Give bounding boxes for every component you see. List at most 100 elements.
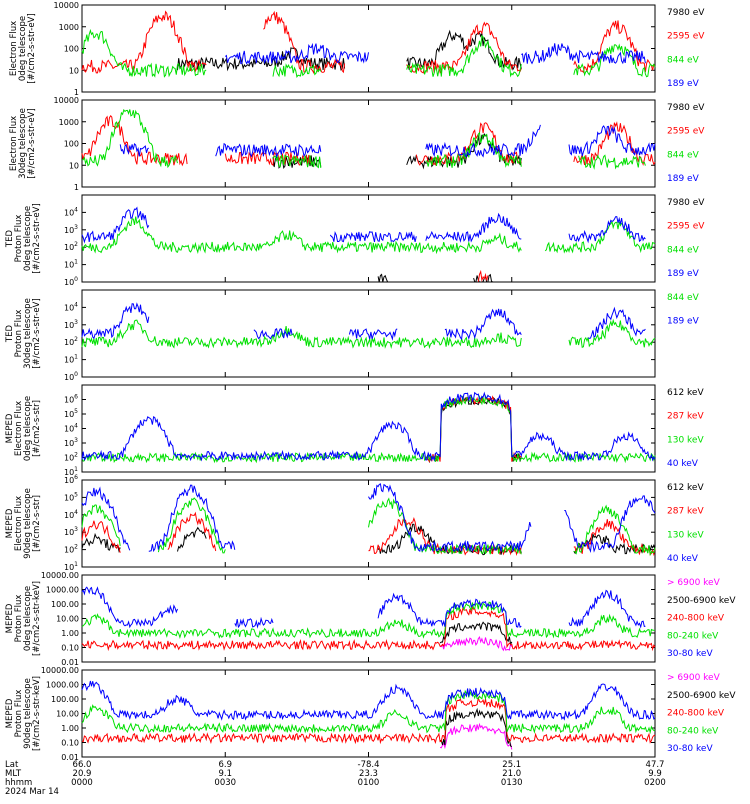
ylabel-ted-proton-30-2: 30deg telescope <box>23 298 33 369</box>
legend-ted-electron-0-3: 189 eV <box>667 79 700 89</box>
ylabel-ted-electron-0-2: [#/cm2-s-str-eV] <box>27 13 37 83</box>
footer-mlt-3: 21.0 <box>502 769 521 779</box>
ytick-label-meped-electron-90-5: 106 <box>64 474 78 485</box>
ytick-label-ted-electron-30-0: 1 <box>74 183 79 192</box>
footer-mlt-2: 23.3 <box>359 769 378 779</box>
ytick-label-meped-electron-0-5: 106 <box>64 394 78 405</box>
ytick-label-meped-proton-0-4: 100.00 <box>51 600 79 609</box>
ytick-label-meped-electron-90-3: 104 <box>64 509 78 520</box>
legend-meped-proton-0-4: 30-80 keV <box>667 649 713 659</box>
footer-mlt-1: 9.1 <box>218 769 232 779</box>
ytick-label-meped-electron-0-3: 104 <box>64 423 78 434</box>
legend-meped-electron-0-0: 612 keV <box>667 388 704 398</box>
ytick-label-meped-proton-90-2: 1.00 <box>61 724 79 733</box>
footer-row-label-0: Lat <box>5 760 19 770</box>
ytick-label-ted-proton-0-4: 104 <box>64 206 78 217</box>
footer-hhmm-3: 0130 <box>501 778 523 788</box>
series-line-meped-proton-90-0 <box>439 722 513 750</box>
panel-frame-meped-proton-0 <box>81 574 656 663</box>
ylabel-meped-electron-90-3: [#/cm2-s-str] <box>32 495 42 552</box>
ylabel-meped-proton-0-0: MEPED <box>5 603 15 633</box>
legend-ted-electron-0-1: 2595 eV <box>667 32 705 42</box>
footer-mlt-4: 9.9 <box>648 769 662 779</box>
series-line-meped-proton-0-2 <box>81 606 656 652</box>
panel-frame-ted-proton-30 <box>81 289 656 378</box>
ytick-label-ted-proton-0-1: 101 <box>64 259 78 270</box>
series-line-ted-proton-0-1 <box>477 269 489 282</box>
ytick-label-meped-proton-0-6: 10000.00 <box>41 571 79 580</box>
ytick-label-ted-electron-30-4: 10000 <box>54 96 79 105</box>
legend-ted-proton-30-0: 844 eV <box>667 293 700 303</box>
footer-mlt-0: 20.9 <box>73 769 92 779</box>
series-line-meped-proton-90-4 <box>81 680 656 721</box>
ylabel-meped-electron-90-1: Electron Flux <box>14 496 24 551</box>
ylabel-ted-proton-0-3: [#/cm2-s-str-eV] <box>32 203 42 273</box>
footer-row-label-1: MLT <box>5 769 22 779</box>
ytick-label-ted-proton-30-3: 103 <box>64 319 78 330</box>
ylabel-ted-proton-0-1: Proton Flux <box>14 215 24 263</box>
ytick-label-meped-proton-0-5: 1000.00 <box>46 586 79 595</box>
series-line-ted-proton-30-0 <box>81 318 656 350</box>
series-line-meped-electron-90-3 <box>81 483 656 554</box>
series-line-ted-electron-30-2 <box>82 108 646 170</box>
footer-hhmm-2: 0100 <box>358 778 380 788</box>
ytick-label-ted-electron-0-0: 1 <box>74 88 79 97</box>
ylabel-ted-electron-30-2: [#/cm2-s-str-eV] <box>27 108 37 178</box>
footer-row-label-2: hhmm <box>5 778 32 788</box>
ylabel-ted-electron-0-0: Electron Flux <box>9 21 19 76</box>
ytick-label-meped-proton-90-1: 0.10 <box>61 739 79 748</box>
series-line-meped-proton-90-1 <box>440 707 513 748</box>
panel-frame-meped-electron-90 <box>81 479 656 568</box>
series-line-ted-electron-30-3 <box>119 124 656 159</box>
footer-lat-2: -78.4 <box>358 760 380 770</box>
legend-meped-proton-0-1: 2500-6900 keV <box>667 596 736 606</box>
ylabel-ted-proton-30-1: Proton Flux <box>14 310 24 358</box>
series-line-ted-proton-0-2 <box>81 216 656 255</box>
ylabel-ted-proton-30-0: TED <box>5 324 15 343</box>
ytick-label-ted-electron-30-2: 100 <box>64 140 79 149</box>
series-line-meped-proton-0-1 <box>439 621 513 646</box>
footer-hhmm-0: 0000 <box>71 778 93 788</box>
ylabel-ted-electron-30-1: 30deg telescope <box>18 108 28 179</box>
series-line-meped-proton-0-4 <box>81 586 646 629</box>
ylabel-meped-electron-0-0: MEPED <box>5 413 15 443</box>
ytick-label-meped-electron-90-2: 103 <box>64 526 78 537</box>
series-line-meped-proton-0-3 <box>81 599 656 639</box>
legend-meped-electron-90-2: 130 keV <box>667 530 704 540</box>
ylabel-meped-proton-0-2: 0deg telescope <box>23 586 33 651</box>
legend-ted-proton-0-2: 844 eV <box>667 245 700 255</box>
ylabel-meped-proton-0-3: [#/cm2-s-str-keV] <box>32 581 42 656</box>
legend-meped-proton-90-3: 80-240 keV <box>667 726 719 736</box>
ylabel-ted-proton-0-0: TED <box>5 229 15 248</box>
ytick-label-ted-electron-0-3: 1000 <box>59 23 79 32</box>
ytick-label-meped-proton-90-5: 1000.00 <box>46 681 79 690</box>
ytick-label-meped-electron-90-1: 102 <box>64 544 78 555</box>
ytick-label-ted-electron-30-3: 1000 <box>59 118 79 127</box>
ylabel-meped-proton-90-3: [#/cm2-s-str-keV] <box>32 676 42 751</box>
ytick-label-ted-electron-0-2: 100 <box>64 45 79 54</box>
ytick-label-ted-proton-0-0: 100 <box>64 276 78 287</box>
series-line-ted-proton-30-1 <box>81 302 646 341</box>
legend-meped-electron-90-0: 612 keV <box>667 483 704 493</box>
series-line-ted-electron-0-0 <box>177 29 522 72</box>
ytick-label-meped-electron-0-2: 103 <box>64 437 78 448</box>
series-line-meped-electron-90-2 <box>81 497 656 557</box>
ylabel-meped-electron-0-1: Electron Flux <box>14 401 24 456</box>
legend-ted-electron-30-0: 7980 eV <box>667 103 705 113</box>
ytick-label-meped-electron-0-0: 101 <box>64 466 78 477</box>
legend-meped-electron-0-2: 130 keV <box>667 435 704 445</box>
footer-row-label-3: 2024 Mar 14 <box>5 787 59 797</box>
legend-ted-electron-0-0: 7980 eV <box>667 8 705 18</box>
ylabel-meped-proton-0-1: Proton Flux <box>14 595 24 643</box>
ylabel-meped-proton-90-1: Proton Flux <box>14 690 24 738</box>
ylabel-meped-electron-0-2: 0deg telescope <box>23 396 33 461</box>
ytick-label-meped-proton-0-3: 10.00 <box>56 615 79 624</box>
ylabel-ted-electron-0-1: 0deg telescope <box>18 16 28 81</box>
footer-lat-3: 25.1 <box>502 760 521 770</box>
ytick-label-meped-proton-0-1: 0.10 <box>61 644 79 653</box>
footer-hhmm-4: 0200 <box>644 778 666 788</box>
ylabel-meped-electron-90-2: 90deg telescope <box>23 488 33 559</box>
legend-meped-proton-0-3: 80-240 keV <box>667 631 719 641</box>
series-line-meped-electron-0-3 <box>81 391 656 463</box>
